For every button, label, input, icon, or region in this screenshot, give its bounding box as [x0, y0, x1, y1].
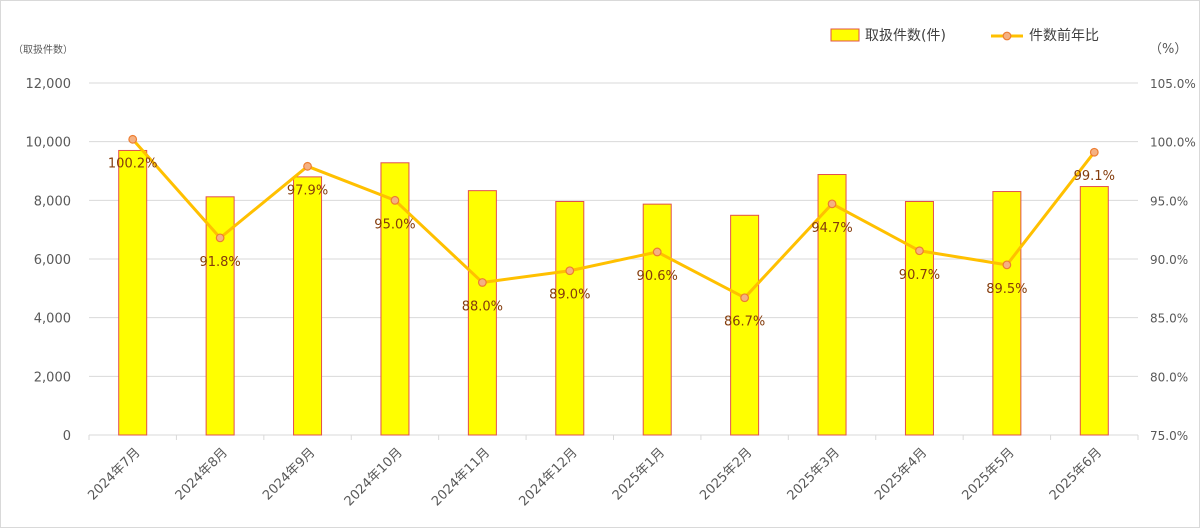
x-tick-label: 2025年5月 [959, 445, 1017, 503]
line-data-label: 99.1% [1074, 169, 1115, 184]
y-left-tick-label: 8,000 [34, 194, 71, 209]
x-tick-label: 2024年10月 [342, 445, 406, 509]
line-point [915, 246, 924, 256]
x-tick-label: 2024年11月 [429, 445, 493, 509]
y-right-unit-label: （%） [1149, 42, 1187, 57]
line-data-label: 90.6% [637, 269, 678, 284]
bar [1079, 186, 1109, 436]
bar [642, 203, 672, 436]
bar [205, 196, 235, 436]
y-right-tick-label: 100.0% [1150, 136, 1196, 150]
line-data-label: 88.0% [462, 299, 503, 314]
line-point [390, 195, 400, 205]
y-right-tick-label: 80.0% [1150, 370, 1188, 384]
line-data-label: 91.8% [199, 255, 240, 270]
y-left-unit-label: （取扱件数） [13, 43, 73, 56]
line-path [131, 138, 1096, 300]
line-point [565, 266, 575, 276]
y-left-tick-label: 4,000 [34, 312, 71, 327]
line-point [477, 278, 487, 287]
x-tick-label: 2024年8月 [173, 445, 231, 503]
bar [817, 174, 847, 436]
bar [118, 149, 148, 436]
line-point [128, 134, 138, 144]
legend-bar-swatch [830, 28, 860, 42]
x-tick-label: 2025年2月 [697, 445, 755, 503]
line-point [215, 233, 225, 243]
y-right-tick-label: 85.0% [1150, 312, 1188, 326]
line-point [303, 161, 312, 171]
legend-line-marker [1002, 31, 1012, 41]
x-tick-label: 2024年7月 [85, 445, 143, 503]
bar [555, 201, 585, 436]
line-point [827, 199, 837, 209]
legend-bar-label: 取扱件数(件) [865, 28, 946, 44]
data-labels: 100.2% 91.8% 97.9% 95.0% 88.0% 89.0% 90.6% 86.7… [108, 156, 1115, 329]
bar [467, 190, 497, 436]
line-point [740, 293, 750, 303]
line-data-label: 100.2% [108, 156, 158, 171]
y-right-tick-label: 75.0% [1150, 429, 1188, 443]
line-data-label: 89.0% [549, 288, 590, 303]
bar-series [118, 149, 1109, 436]
bar [992, 191, 1022, 436]
x-tick-label: 2025年3月 [785, 445, 843, 503]
line-data-label: 95.0% [374, 217, 415, 232]
y-right-tick-label: 105.0% [1150, 77, 1196, 91]
bar [293, 176, 323, 436]
line-series [128, 134, 1099, 303]
y-left-tick-label: 6,000 [34, 253, 71, 268]
line-point [1002, 260, 1012, 270]
line-data-label: 90.7% [899, 268, 940, 283]
x-tick-label: 2024年12月 [517, 445, 581, 509]
x-tick-label: 2025年4月 [872, 445, 930, 503]
gridlines [89, 82, 1138, 436]
line-data-label: 86.7% [724, 315, 765, 330]
y-left-tick-label: 2,000 [34, 370, 71, 385]
legend-line-label: 件数前年比 [1029, 27, 1099, 44]
x-tick-label: 2024年9月 [260, 445, 318, 503]
line-point [652, 247, 662, 257]
line-point [1089, 147, 1099, 157]
legend: 取扱件数(件) 件数前年比 [830, 27, 1099, 44]
y-left-tick-label: 10,000 [26, 136, 72, 151]
bar [904, 201, 934, 436]
x-tick-label: 2025年6月 [1047, 445, 1105, 503]
y-left-tick-label: 12,000 [26, 77, 72, 92]
y-right-tick-label: 95.0% [1150, 194, 1188, 208]
y-left-tick-label: 0 [63, 429, 71, 444]
y-right-tick-label: 90.0% [1150, 253, 1188, 267]
x-tick-label: 2025年1月 [610, 445, 668, 503]
line-data-label: 94.7% [811, 221, 852, 236]
line-data-label: 89.5% [986, 282, 1027, 297]
line-data-label: 97.9% [287, 183, 328, 198]
bar [730, 214, 760, 436]
